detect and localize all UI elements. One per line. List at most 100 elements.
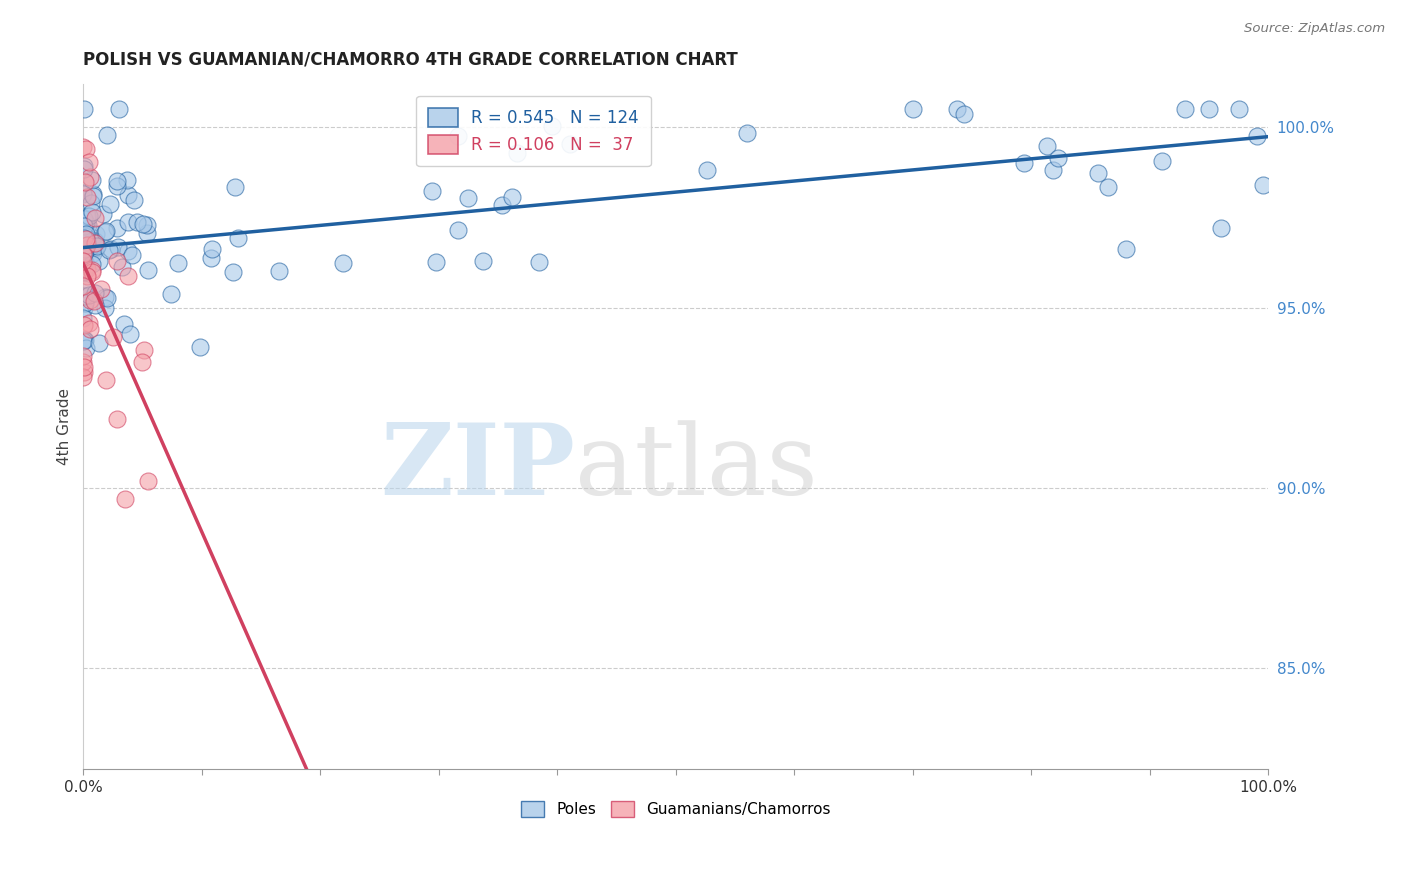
Point <box>446 128 468 143</box>
Point <box>73 265 96 279</box>
Point <box>105 254 128 268</box>
Text: ZIP: ZIP <box>380 419 575 516</box>
Point <box>72 186 94 200</box>
Point <box>527 254 550 268</box>
Point <box>96 292 118 306</box>
Point <box>73 103 96 117</box>
Point <box>903 103 925 117</box>
Point <box>76 262 98 277</box>
Point <box>84 241 107 255</box>
Point <box>118 327 141 342</box>
Point <box>94 225 117 239</box>
Point <box>82 257 104 271</box>
Point <box>735 126 758 140</box>
Point <box>73 243 96 257</box>
Point <box>1047 152 1070 166</box>
Point <box>1198 103 1220 117</box>
Point <box>1174 103 1197 117</box>
Legend: Poles, Guamanians/Chamorros: Poles, Guamanians/Chamorros <box>515 795 837 823</box>
Point <box>72 301 94 316</box>
Point <box>72 231 94 245</box>
Point <box>89 254 111 268</box>
Point <box>72 360 94 375</box>
Point <box>1251 178 1274 192</box>
Point <box>73 254 96 268</box>
Point <box>953 107 976 121</box>
Point <box>107 103 129 117</box>
Point <box>112 317 135 331</box>
Point <box>132 343 155 358</box>
Point <box>84 286 107 301</box>
Point <box>420 184 443 198</box>
Point <box>160 286 183 301</box>
Point <box>76 209 98 223</box>
Point <box>75 227 97 242</box>
Point <box>73 365 96 379</box>
Point <box>75 142 97 156</box>
Point <box>79 322 101 336</box>
Point <box>122 193 145 207</box>
Point <box>72 242 94 256</box>
Point <box>267 264 290 278</box>
Point <box>98 244 121 258</box>
Point <box>94 290 117 304</box>
Point <box>73 288 96 302</box>
Point <box>98 196 121 211</box>
Y-axis label: 4th Grade: 4th Grade <box>58 388 72 466</box>
Point <box>77 288 100 302</box>
Point <box>121 248 143 262</box>
Point <box>472 253 495 268</box>
Point <box>72 140 94 154</box>
Point <box>96 128 118 142</box>
Point <box>105 221 128 235</box>
Point <box>84 211 107 225</box>
Point <box>117 269 139 284</box>
Point <box>80 263 103 277</box>
Point <box>1087 166 1109 180</box>
Point <box>75 244 97 259</box>
Point <box>83 235 105 249</box>
Point <box>86 239 108 253</box>
Point <box>201 242 224 256</box>
Point <box>83 236 105 251</box>
Point <box>1012 155 1035 169</box>
Point <box>90 282 112 296</box>
Point <box>73 282 96 296</box>
Text: atlas: atlas <box>575 420 818 516</box>
Point <box>77 209 100 223</box>
Text: Source: ZipAtlas.com: Source: ZipAtlas.com <box>1244 22 1385 36</box>
Point <box>1097 180 1119 194</box>
Point <box>946 103 969 117</box>
Point <box>89 335 111 350</box>
Point <box>332 256 354 270</box>
Point <box>72 310 94 325</box>
Point <box>77 155 100 169</box>
Point <box>73 219 96 234</box>
Point <box>541 119 564 133</box>
Point <box>117 215 139 229</box>
Point <box>77 316 100 330</box>
Point <box>72 278 94 293</box>
Point <box>167 256 190 270</box>
Point <box>72 355 94 369</box>
Point <box>110 260 132 275</box>
Point <box>1115 243 1137 257</box>
Point <box>75 232 97 246</box>
Point <box>73 211 96 226</box>
Point <box>100 242 122 256</box>
Point <box>117 187 139 202</box>
Point <box>131 354 153 368</box>
Point <box>105 174 128 188</box>
Point <box>80 205 103 219</box>
Point <box>107 240 129 254</box>
Point <box>696 163 718 178</box>
Point <box>101 329 124 343</box>
Point <box>75 175 97 189</box>
Point <box>127 215 149 229</box>
Point <box>80 196 103 211</box>
Point <box>94 224 117 238</box>
Point <box>136 262 159 277</box>
Point <box>132 218 155 232</box>
Point <box>73 264 96 278</box>
Point <box>105 178 128 193</box>
